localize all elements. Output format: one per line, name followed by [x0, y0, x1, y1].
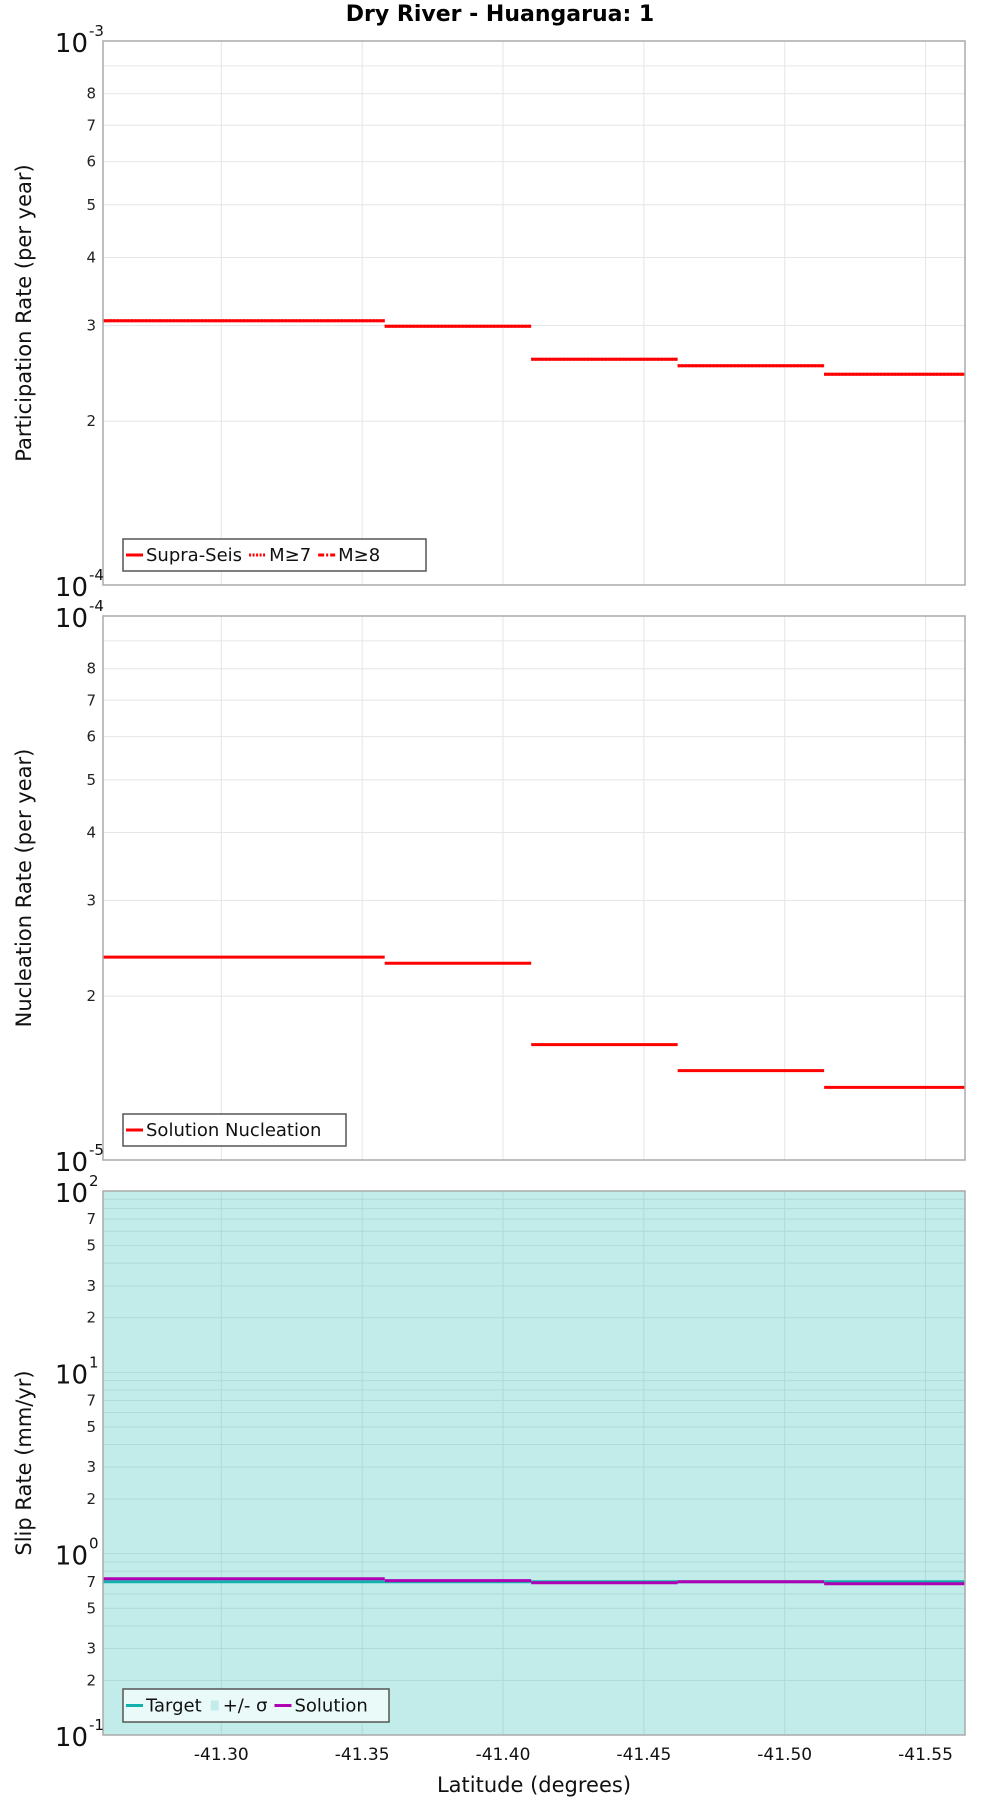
y-tick-major-label: 10: [55, 1148, 88, 1178]
y-tick-label: 3: [86, 1639, 96, 1657]
series-m-7: [103, 319, 965, 376]
y-tick-label: 5: [86, 1418, 96, 1436]
legend-label: M≥7: [269, 545, 311, 566]
plot-frame: [102, 1190, 966, 1736]
y-tick-label: 3: [86, 1277, 96, 1295]
y-axis-label: Slip Rate (mm/yr): [12, 1370, 36, 1555]
y-tick-exponent: -5: [89, 1141, 104, 1159]
y-tick-label: 5: [86, 196, 96, 214]
y-tick-exponent: -1: [89, 1716, 104, 1734]
gridlines: [103, 41, 965, 585]
y-tick-exponent: 1: [89, 1353, 99, 1371]
legend-label: Supra-Seis: [146, 545, 242, 566]
y-tick-label: 2: [86, 412, 96, 430]
plot-frame: [102, 615, 966, 1161]
y-tick-exponent: 2: [89, 1172, 99, 1190]
y-tick-label: 7: [86, 1573, 96, 1591]
x-tick-label: -41.50: [757, 1745, 812, 1765]
y-tick-label: 2: [86, 1309, 96, 1327]
y-tick-major-label: 10: [55, 1360, 88, 1390]
legend-box: [122, 1113, 347, 1147]
legend-label: Solution: [294, 1696, 367, 1717]
y-tick-major-label: 10: [55, 573, 88, 603]
series-solution: [103, 1577, 965, 1586]
x-axis-label: Latitude (degrees): [437, 1773, 631, 1797]
y-tick-label: 7: [86, 1210, 96, 1228]
y-tick-label: 7: [86, 691, 96, 709]
y-tick-label: 5: [86, 1599, 96, 1617]
legend: Supra-Seis M≥7 M≥8: [122, 538, 427, 572]
y-tick-exponent: 0: [89, 1535, 99, 1553]
y-tick-label: 3: [86, 891, 96, 909]
y-tick-major-label: 10: [55, 1723, 88, 1753]
legend-label: +/- σ: [223, 1696, 268, 1717]
legend-entry: +/- σ: [210, 1696, 268, 1717]
legend-entry: M≥8: [318, 545, 380, 566]
y-tick-major-label: 10: [55, 604, 88, 634]
gridlines: [103, 616, 965, 1160]
y-tick-label: 8: [86, 660, 96, 678]
x-axis: -41.30 -41.35 -41.40 -41.45 -41.50 -41.55 Lati…: [194, 1745, 953, 1797]
y-tick-label: 4: [86, 248, 96, 266]
y-tick-exponent: -3: [89, 22, 104, 40]
legend-entry: Solution: [274, 1696, 368, 1717]
legend-box: [122, 538, 427, 572]
legend: Solution Nucleation: [122, 1113, 347, 1147]
x-tick-label: -41.45: [616, 1745, 671, 1765]
y-axis-label: Participation Rate (per year): [12, 164, 36, 461]
y-tick-label: 5: [86, 1237, 96, 1255]
sigma-band: [103, 1191, 965, 1735]
y-tick-label: 6: [86, 153, 96, 171]
chart-title: Dry River - Huangarua: 1: [345, 2, 655, 27]
legend-entry: Target: [126, 1696, 202, 1717]
y-tick-label: 7: [86, 116, 96, 134]
y-tick-label: 2: [86, 1671, 96, 1689]
x-tick-label: -41.55: [898, 1745, 953, 1765]
x-tick-label: -41.40: [476, 1745, 531, 1765]
legend-box: [122, 1688, 390, 1723]
y-tick-label: 4: [86, 823, 96, 841]
y-tick-label: 5: [86, 771, 96, 789]
y-axis-label: Nucleation Rate (per year): [12, 749, 36, 1028]
plot-frame: [102, 40, 966, 586]
x-tick-label: -41.35: [335, 1745, 390, 1765]
legend-label: Target: [145, 1696, 202, 1717]
legend-entry: M≥7: [249, 545, 311, 566]
gridlines: [103, 1191, 965, 1735]
x-tick-label: -41.30: [194, 1745, 249, 1765]
y-tick-label: 2: [86, 987, 96, 1005]
y-tick-label: 3: [86, 1458, 96, 1476]
y-tick-exponent: -4: [89, 566, 104, 584]
y-tick-major-label: 10: [55, 29, 88, 59]
series-solution-nucleation: [103, 955, 965, 1089]
y-tick-label: 6: [86, 728, 96, 746]
y-tick-label: 2: [86, 1490, 96, 1508]
legend-entry: Supra-Seis: [126, 545, 242, 566]
y-tick-major-label: 10: [55, 1179, 88, 1209]
legend-entry: Solution Nucleation: [126, 1120, 321, 1141]
series-supra-seis: [103, 319, 965, 376]
y-tick-exponent: -4: [89, 597, 104, 615]
y-tick-label: 3: [86, 316, 96, 334]
legend-patch-icon: [210, 1700, 219, 1711]
legend-label: M≥8: [338, 545, 380, 566]
legend-label: Solution Nucleation: [146, 1120, 321, 1141]
legend: Target +/- σ Solution: [122, 1688, 390, 1723]
y-tick-label: 7: [86, 1391, 96, 1409]
y-tick-label: 8: [86, 85, 96, 103]
y-tick-major-label: 10: [55, 1542, 88, 1572]
